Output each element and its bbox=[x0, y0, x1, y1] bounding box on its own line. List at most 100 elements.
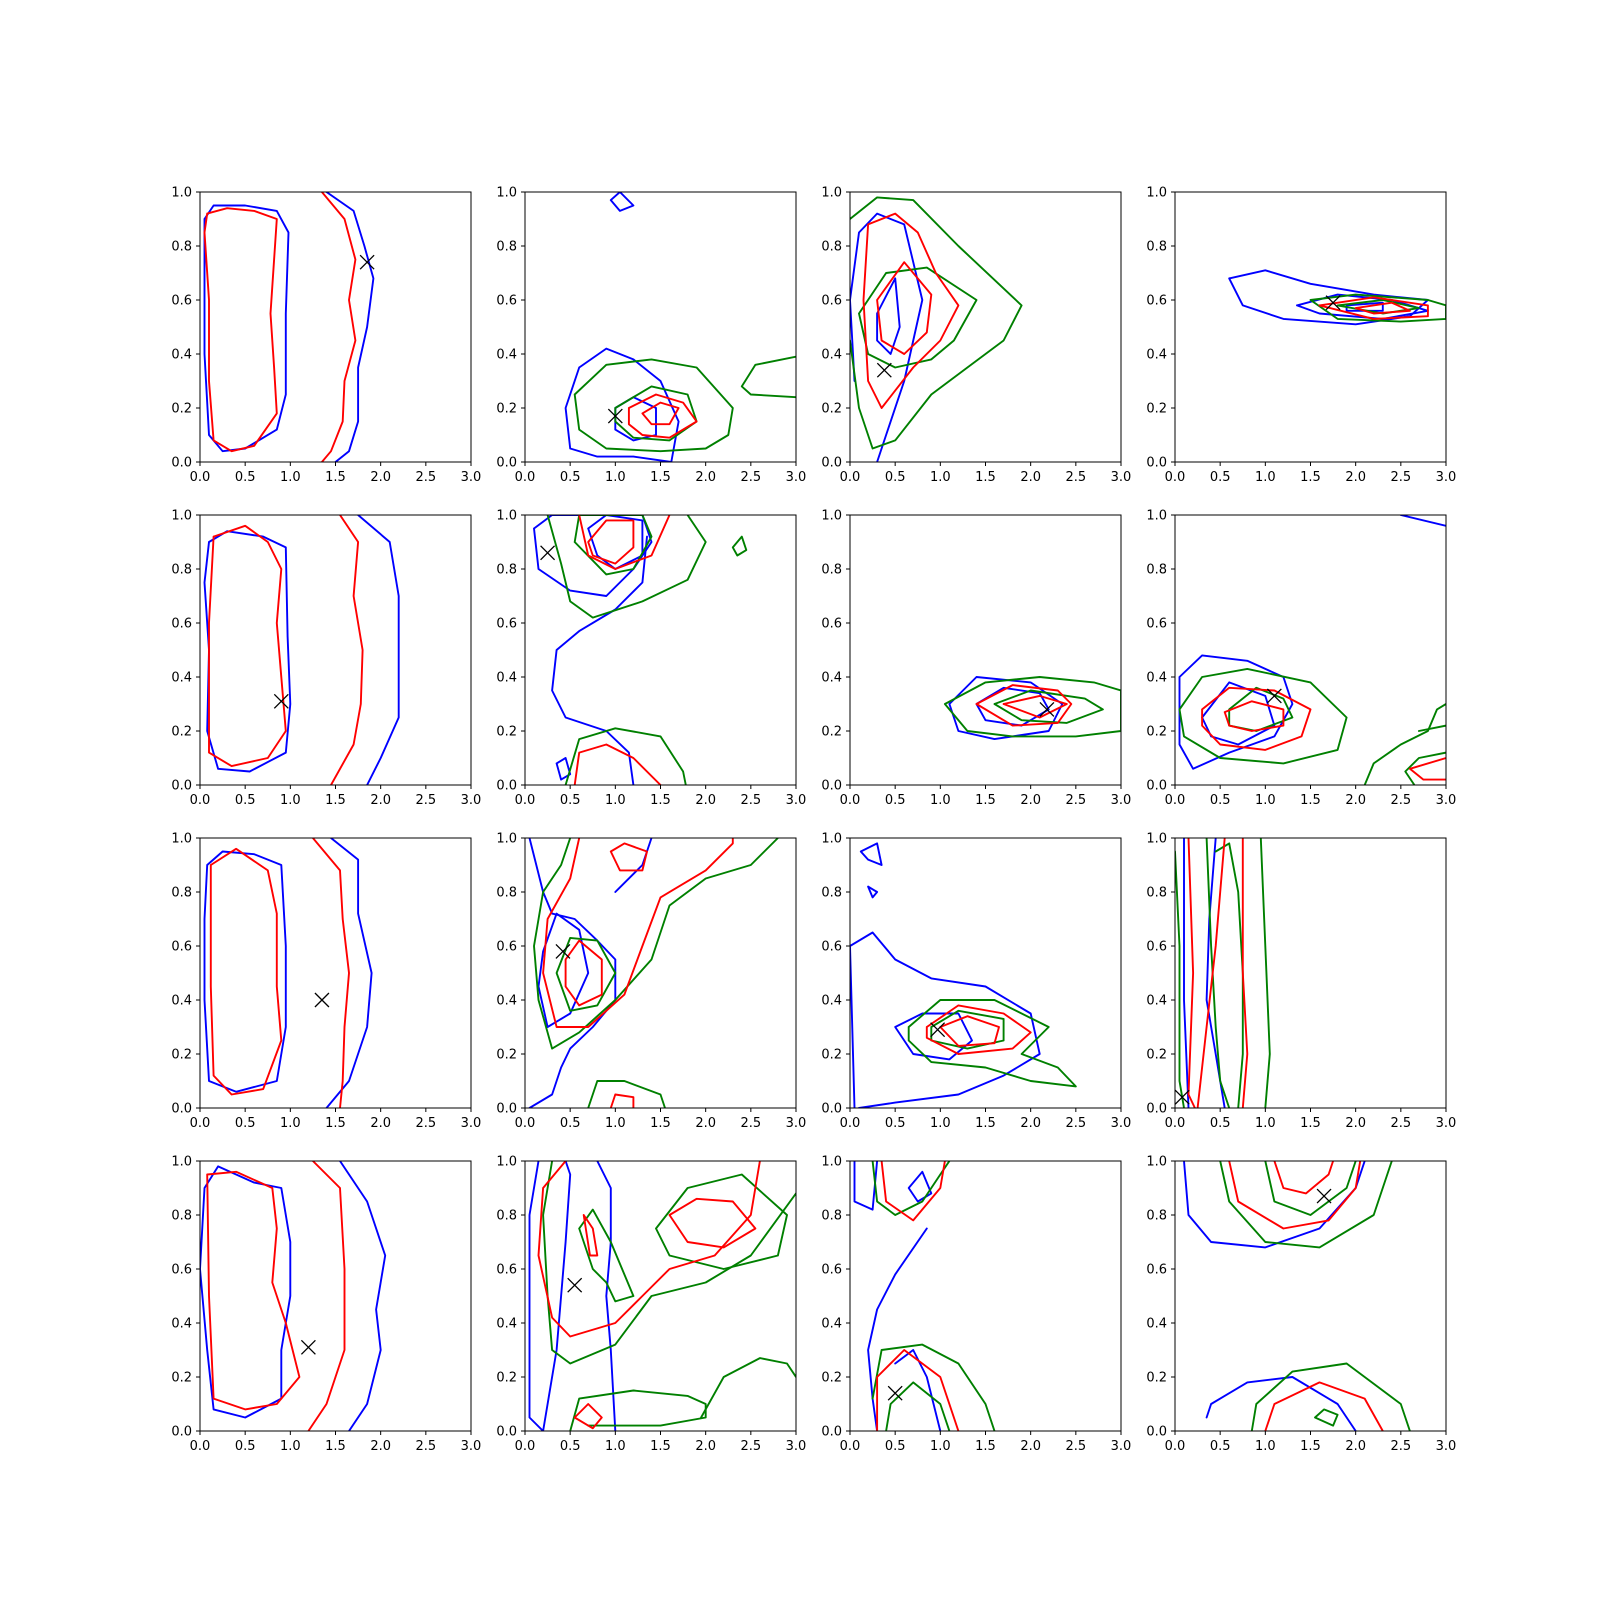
contour-green-5 bbox=[655, 1173, 788, 1270]
x-marker bbox=[359, 254, 375, 270]
contour-green-3 bbox=[1175, 850, 1185, 1108]
x-tick-label: 0.0 bbox=[190, 793, 211, 808]
y-tick-label: 0.8 bbox=[1146, 563, 1167, 578]
y-tick-label: 0.0 bbox=[1146, 779, 1167, 794]
contour-red-4 bbox=[330, 515, 364, 785]
y-tick-label: 0.6 bbox=[821, 617, 842, 632]
x-marker bbox=[540, 545, 556, 561]
plot-area bbox=[1228, 269, 1446, 326]
y-tick-label: 0.2 bbox=[496, 402, 517, 417]
subplot-1-3: 0.0 0.5 1.0 1.5 2.0 2.5 3.0 0.0 0.2 0.4 0.6 0.8 1.0 bbox=[821, 186, 1131, 486]
plot-area bbox=[200, 1161, 387, 1431]
contour-blue-1 bbox=[203, 850, 287, 1093]
plot-area bbox=[1183, 1161, 1411, 1431]
x-tick-label: 0.5 bbox=[235, 470, 256, 485]
y-tick-label: 0.2 bbox=[821, 402, 842, 417]
x-tick-label: 0.5 bbox=[885, 1439, 906, 1454]
x-marker bbox=[1266, 688, 1282, 704]
y-tick-label: 1.0 bbox=[171, 509, 192, 524]
contour-red-7 bbox=[1187, 838, 1196, 1108]
x-tick-label: 2.0 bbox=[1020, 793, 1041, 808]
contour-green-7 bbox=[885, 1381, 951, 1431]
contour-red-5 bbox=[862, 212, 960, 409]
x-tick-label: 1.0 bbox=[280, 1439, 301, 1454]
contour-red-7 bbox=[1228, 1161, 1362, 1230]
x-tick-label: 2.5 bbox=[415, 793, 436, 808]
contour-blue-4 bbox=[587, 515, 644, 570]
contour-red-7 bbox=[627, 393, 698, 439]
x-tick-label: 2.5 bbox=[415, 470, 436, 485]
contour-blue-1 bbox=[203, 204, 290, 453]
x-tick-label: 1.5 bbox=[650, 1439, 671, 1454]
y-tick-label: 0.2 bbox=[821, 1048, 842, 1063]
x-tick-label: 2.5 bbox=[1065, 793, 1086, 808]
y-tick-label: 0.8 bbox=[1146, 886, 1167, 901]
y-tick-label: 0.0 bbox=[496, 456, 517, 471]
contour-green-5 bbox=[546, 515, 707, 619]
x-tick-label: 0.0 bbox=[840, 470, 861, 485]
x-marker bbox=[273, 693, 289, 709]
x-tick-label: 2.5 bbox=[740, 1439, 761, 1454]
contour-green-4 bbox=[533, 838, 779, 1050]
subplot-1-1: 0.0 0.5 1.0 1.5 2.0 2.5 3.0 0.0 0.2 0.4 0.6 0.8 1.0 bbox=[171, 186, 481, 486]
x-marker bbox=[876, 362, 892, 378]
x-tick-label: 1.5 bbox=[650, 1116, 671, 1131]
contour-green-6 bbox=[1314, 1408, 1339, 1427]
contour-red-11 bbox=[573, 1403, 603, 1430]
x-tick-label: 0.5 bbox=[235, 1439, 256, 1454]
contour-red-7 bbox=[925, 1004, 1032, 1055]
x-marker bbox=[1325, 295, 1341, 311]
y-tick-label: 0.2 bbox=[821, 1371, 842, 1386]
x-tick-label: 1.0 bbox=[605, 1439, 626, 1454]
contour-blue-3 bbox=[1399, 515, 1446, 527]
y-tick-label: 0.8 bbox=[496, 1209, 517, 1224]
x-tick-label: 0.0 bbox=[515, 793, 536, 808]
x-tick-label: 0.0 bbox=[1165, 1439, 1186, 1454]
x-tick-label: 1.0 bbox=[930, 1116, 951, 1131]
plot-area bbox=[1175, 838, 1271, 1108]
contour-red-4 bbox=[307, 1161, 346, 1431]
y-tick-label: 0.6 bbox=[1146, 294, 1167, 309]
contour-green-6 bbox=[740, 355, 796, 399]
x-tick-label: 0.0 bbox=[190, 1116, 211, 1131]
x-tick-label: 1.0 bbox=[605, 793, 626, 808]
contour-green-3 bbox=[1219, 1161, 1393, 1249]
subplot-2-4: 0.0 0.5 1.0 1.5 2.0 2.5 3.0 0.0 0.2 0.4 0.6 0.8 1.0 bbox=[1146, 509, 1456, 809]
x-tick-label: 2.0 bbox=[1020, 1439, 1041, 1454]
x-tick-label: 1.5 bbox=[975, 1116, 996, 1131]
contour-blue-1 bbox=[948, 676, 1064, 741]
contour-blue-2 bbox=[1201, 681, 1276, 746]
subplot-1-4: 0.0 0.5 1.0 1.5 2.0 2.5 3.0 0.0 0.2 0.4 0.6 0.8 1.0 bbox=[1146, 186, 1456, 486]
y-tick-label: 0.0 bbox=[821, 779, 842, 794]
x-tick-label: 3.0 bbox=[1436, 1439, 1457, 1454]
y-tick-label: 0.0 bbox=[821, 456, 842, 471]
x-tick-label: 2.5 bbox=[740, 470, 761, 485]
contour-green-4 bbox=[1309, 293, 1446, 323]
subplot-3-1: 0.0 0.5 1.0 1.5 2.0 2.5 3.0 0.0 0.2 0.4 0.6 0.8 1.0 bbox=[171, 832, 481, 1132]
x-tick-label: 2.0 bbox=[1345, 793, 1366, 808]
y-tick-label: 1.0 bbox=[1146, 509, 1167, 524]
subplot-4-2: 0.0 0.5 1.0 1.5 2.0 2.5 3.0 0.0 0.2 0.4 0.6 0.8 1.0 bbox=[496, 1155, 806, 1455]
y-tick-label: 1.0 bbox=[171, 186, 192, 201]
x-tick-label: 2.0 bbox=[695, 1439, 716, 1454]
x-tick-label: 3.0 bbox=[1436, 793, 1457, 808]
x-tick-label: 1.5 bbox=[650, 470, 671, 485]
plot-area bbox=[528, 838, 779, 1108]
plot-area bbox=[528, 1161, 796, 1431]
contour-green-8 bbox=[564, 727, 687, 785]
y-tick-label: 0.4 bbox=[171, 994, 192, 1009]
x-tick-label: 2.0 bbox=[370, 1439, 391, 1454]
y-tick-label: 0.8 bbox=[171, 563, 192, 578]
x-tick-label: 2.5 bbox=[1390, 793, 1411, 808]
x-tick-label: 2.0 bbox=[695, 793, 716, 808]
x-marker bbox=[1039, 701, 1055, 717]
x-tick-label: 1.0 bbox=[280, 793, 301, 808]
contour-green-3 bbox=[850, 196, 1023, 450]
x-tick-label: 1.0 bbox=[280, 1116, 301, 1131]
y-tick-label: 0.2 bbox=[1146, 1048, 1167, 1063]
contour-red-9 bbox=[578, 515, 671, 570]
contour-red-8 bbox=[880, 1161, 946, 1222]
x-tick-label: 3.0 bbox=[1111, 470, 1132, 485]
contour-red-8 bbox=[1273, 1161, 1335, 1195]
y-tick-label: 0.2 bbox=[821, 725, 842, 740]
